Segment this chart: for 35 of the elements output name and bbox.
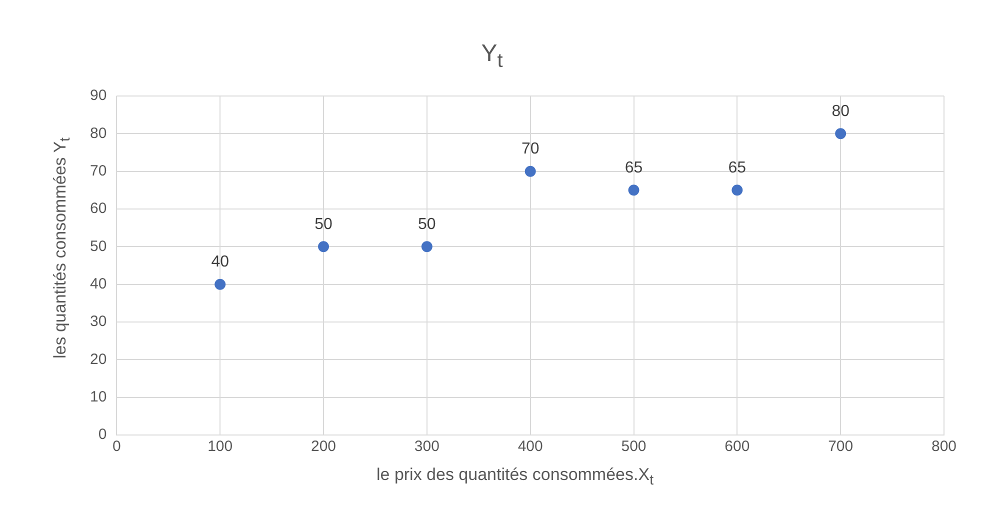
- data-label: 40: [211, 254, 230, 271]
- point: [732, 184, 743, 196]
- y-tick-label: 0: [98, 426, 107, 444]
- x-tick-label: 200: [311, 438, 336, 456]
- y-tick-label: 10: [90, 388, 107, 406]
- x-tick-label: 800: [931, 438, 957, 456]
- x-tick-label: 100: [208, 438, 233, 456]
- data-label: 65: [624, 160, 643, 177]
- y-tick-label: 50: [90, 238, 107, 255]
- point: [628, 184, 640, 196]
- x-tick-label: 300: [414, 438, 440, 456]
- y-tick-label: 30: [90, 313, 107, 330]
- x-tick-label: 500: [621, 438, 646, 456]
- chart-title: Y$_{t}$: [480, 40, 504, 73]
- data-label: 50: [314, 216, 333, 234]
- y-tick-label: 90: [90, 87, 107, 104]
- point: [524, 166, 536, 177]
- x-tick-label: 700: [828, 438, 854, 456]
- point: [214, 278, 226, 290]
- x-tick-label: 400: [518, 438, 543, 456]
- y-tick-label: 20: [90, 350, 107, 368]
- data-label: 50: [418, 216, 436, 234]
- point: [835, 128, 846, 140]
- data-label: 65: [728, 160, 746, 177]
- data-label: 70: [521, 140, 540, 158]
- x-tick-label: 0: [112, 438, 121, 456]
- y-tick-label: 80: [90, 124, 107, 142]
- point: [318, 241, 330, 252]
- x-tick-label: 600: [724, 438, 750, 456]
- y-tick-label: 40: [90, 275, 107, 292]
- y-tick-label: 70: [90, 162, 107, 180]
- data-label: 80: [832, 103, 850, 120]
- x-axis-title: le prix des quantités consommées.X$_{t}$: [375, 465, 655, 488]
- y-tick-label: 60: [90, 200, 107, 218]
- point: [421, 241, 432, 252]
